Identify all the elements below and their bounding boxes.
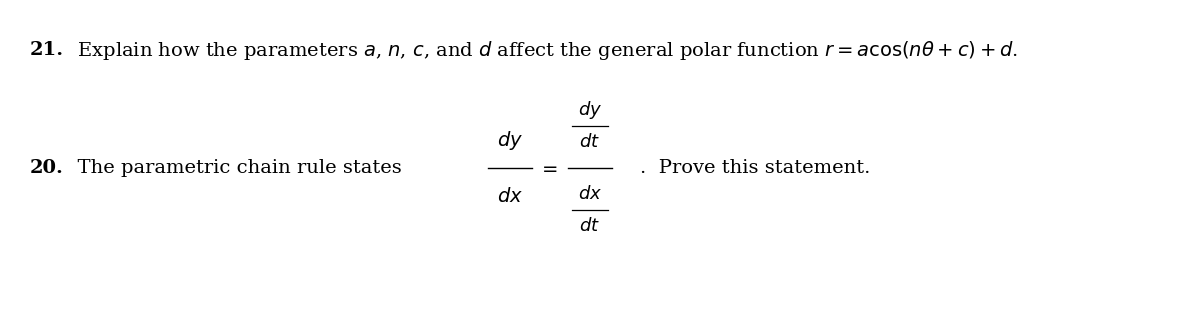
Text: $dx$: $dx$ <box>578 185 602 203</box>
Text: $dt$: $dt$ <box>580 133 600 151</box>
Text: .  Prove this statement.: . Prove this statement. <box>640 159 870 177</box>
Text: $dt$: $dt$ <box>580 217 600 235</box>
Text: $dy$: $dy$ <box>497 128 523 151</box>
Text: The parametric chain rule states: The parametric chain rule states <box>65 159 402 177</box>
Text: $=$: $=$ <box>538 159 558 177</box>
Text: 20.: 20. <box>30 159 64 177</box>
Text: $dx$: $dx$ <box>497 186 523 205</box>
Text: $dy$: $dy$ <box>578 99 602 121</box>
Text: Explain how the parameters $a$, $n$, $c$, and $d$ affect the general polar funct: Explain how the parameters $a$, $n$, $c$… <box>65 38 1018 61</box>
Text: 21.: 21. <box>30 41 64 59</box>
